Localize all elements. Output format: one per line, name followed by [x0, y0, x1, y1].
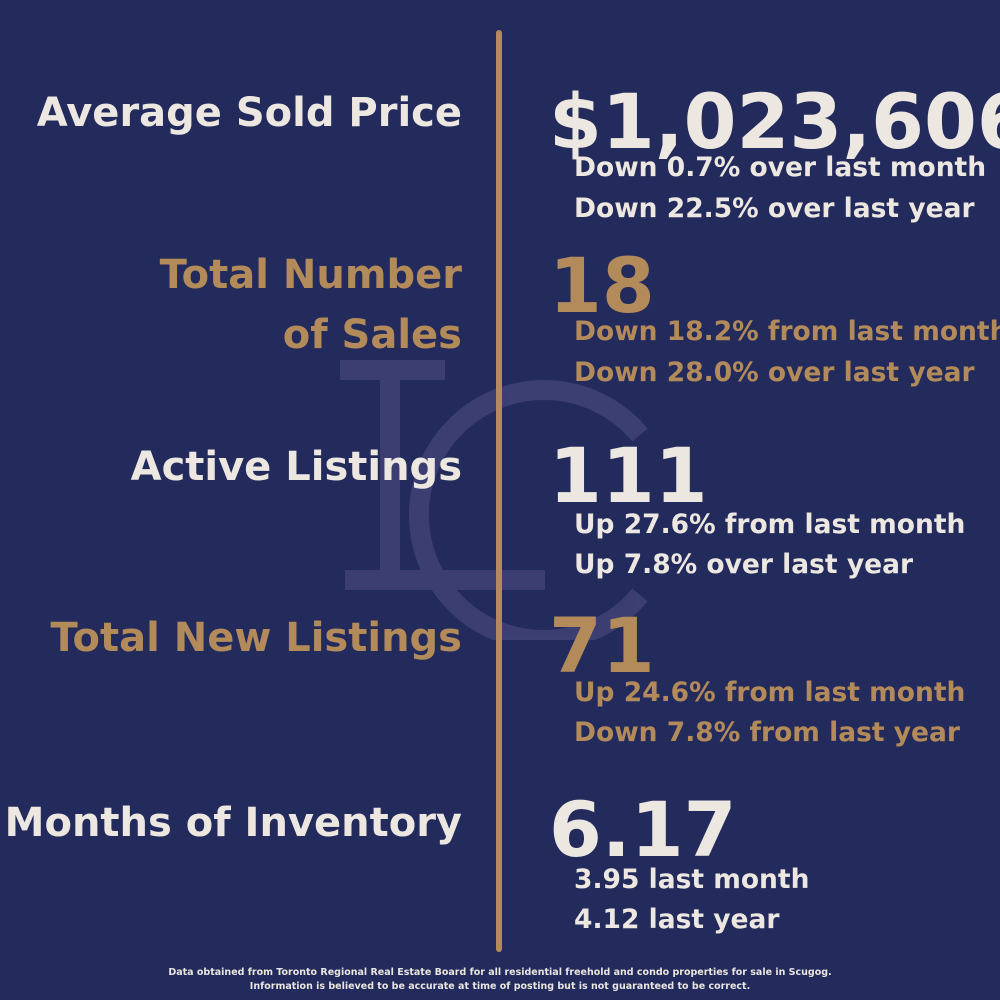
center-divider [496, 30, 502, 952]
stat-change-month-active-listings: Up 27.6% from last month [574, 509, 966, 540]
stat-label-total-sales-line2: of Sales [282, 312, 462, 358]
stat-change-month-new-listings: Up 24.6% from last month [574, 677, 966, 708]
stat-label-active-listings: Active Listings [130, 444, 462, 490]
stat-change-year-total-sales: Down 28.0% over last year [574, 357, 975, 388]
footer-disclaimer: Data obtained from Toronto Regional Real… [0, 966, 1000, 994]
footer-accuracy-line: Information is believed to be accurate a… [249, 981, 751, 992]
stat-value-average-sold-price: $1,023,606 [549, 77, 1000, 166]
stat-change-month-total-sales: Down 18.2% from last month [574, 316, 1000, 347]
stat-change-year-new-listings: Down 7.8% from last year [574, 717, 960, 748]
stat-change-month-average-sold-price: Down 0.7% over last month [574, 152, 987, 183]
stat-change-year-months-inventory: 4.12 last year [574, 904, 780, 935]
stat-value-new-listings: 71 [549, 601, 655, 690]
stat-label-new-listings: Total New Listings [50, 615, 462, 661]
stat-change-year-average-sold-price: Down 22.5% over last year [574, 193, 975, 224]
stat-value-total-sales: 18 [549, 241, 655, 330]
stat-value-months-inventory: 6.17 [549, 785, 737, 874]
lc-monogram-icon [340, 360, 648, 640]
stat-change-year-active-listings: Up 7.8% over last year [574, 549, 914, 580]
stat-label-months-inventory: Months of Inventory [4, 800, 462, 846]
stat-value-active-listings: 111 [549, 431, 708, 520]
stat-change-month-months-inventory: 3.95 last month [574, 864, 810, 895]
stat-label-total-sales-line1: Total Number [159, 252, 462, 298]
stat-label-average-sold-price: Average Sold Price [36, 90, 462, 136]
footer-source-line: Data obtained from Toronto Regional Real… [168, 967, 832, 978]
